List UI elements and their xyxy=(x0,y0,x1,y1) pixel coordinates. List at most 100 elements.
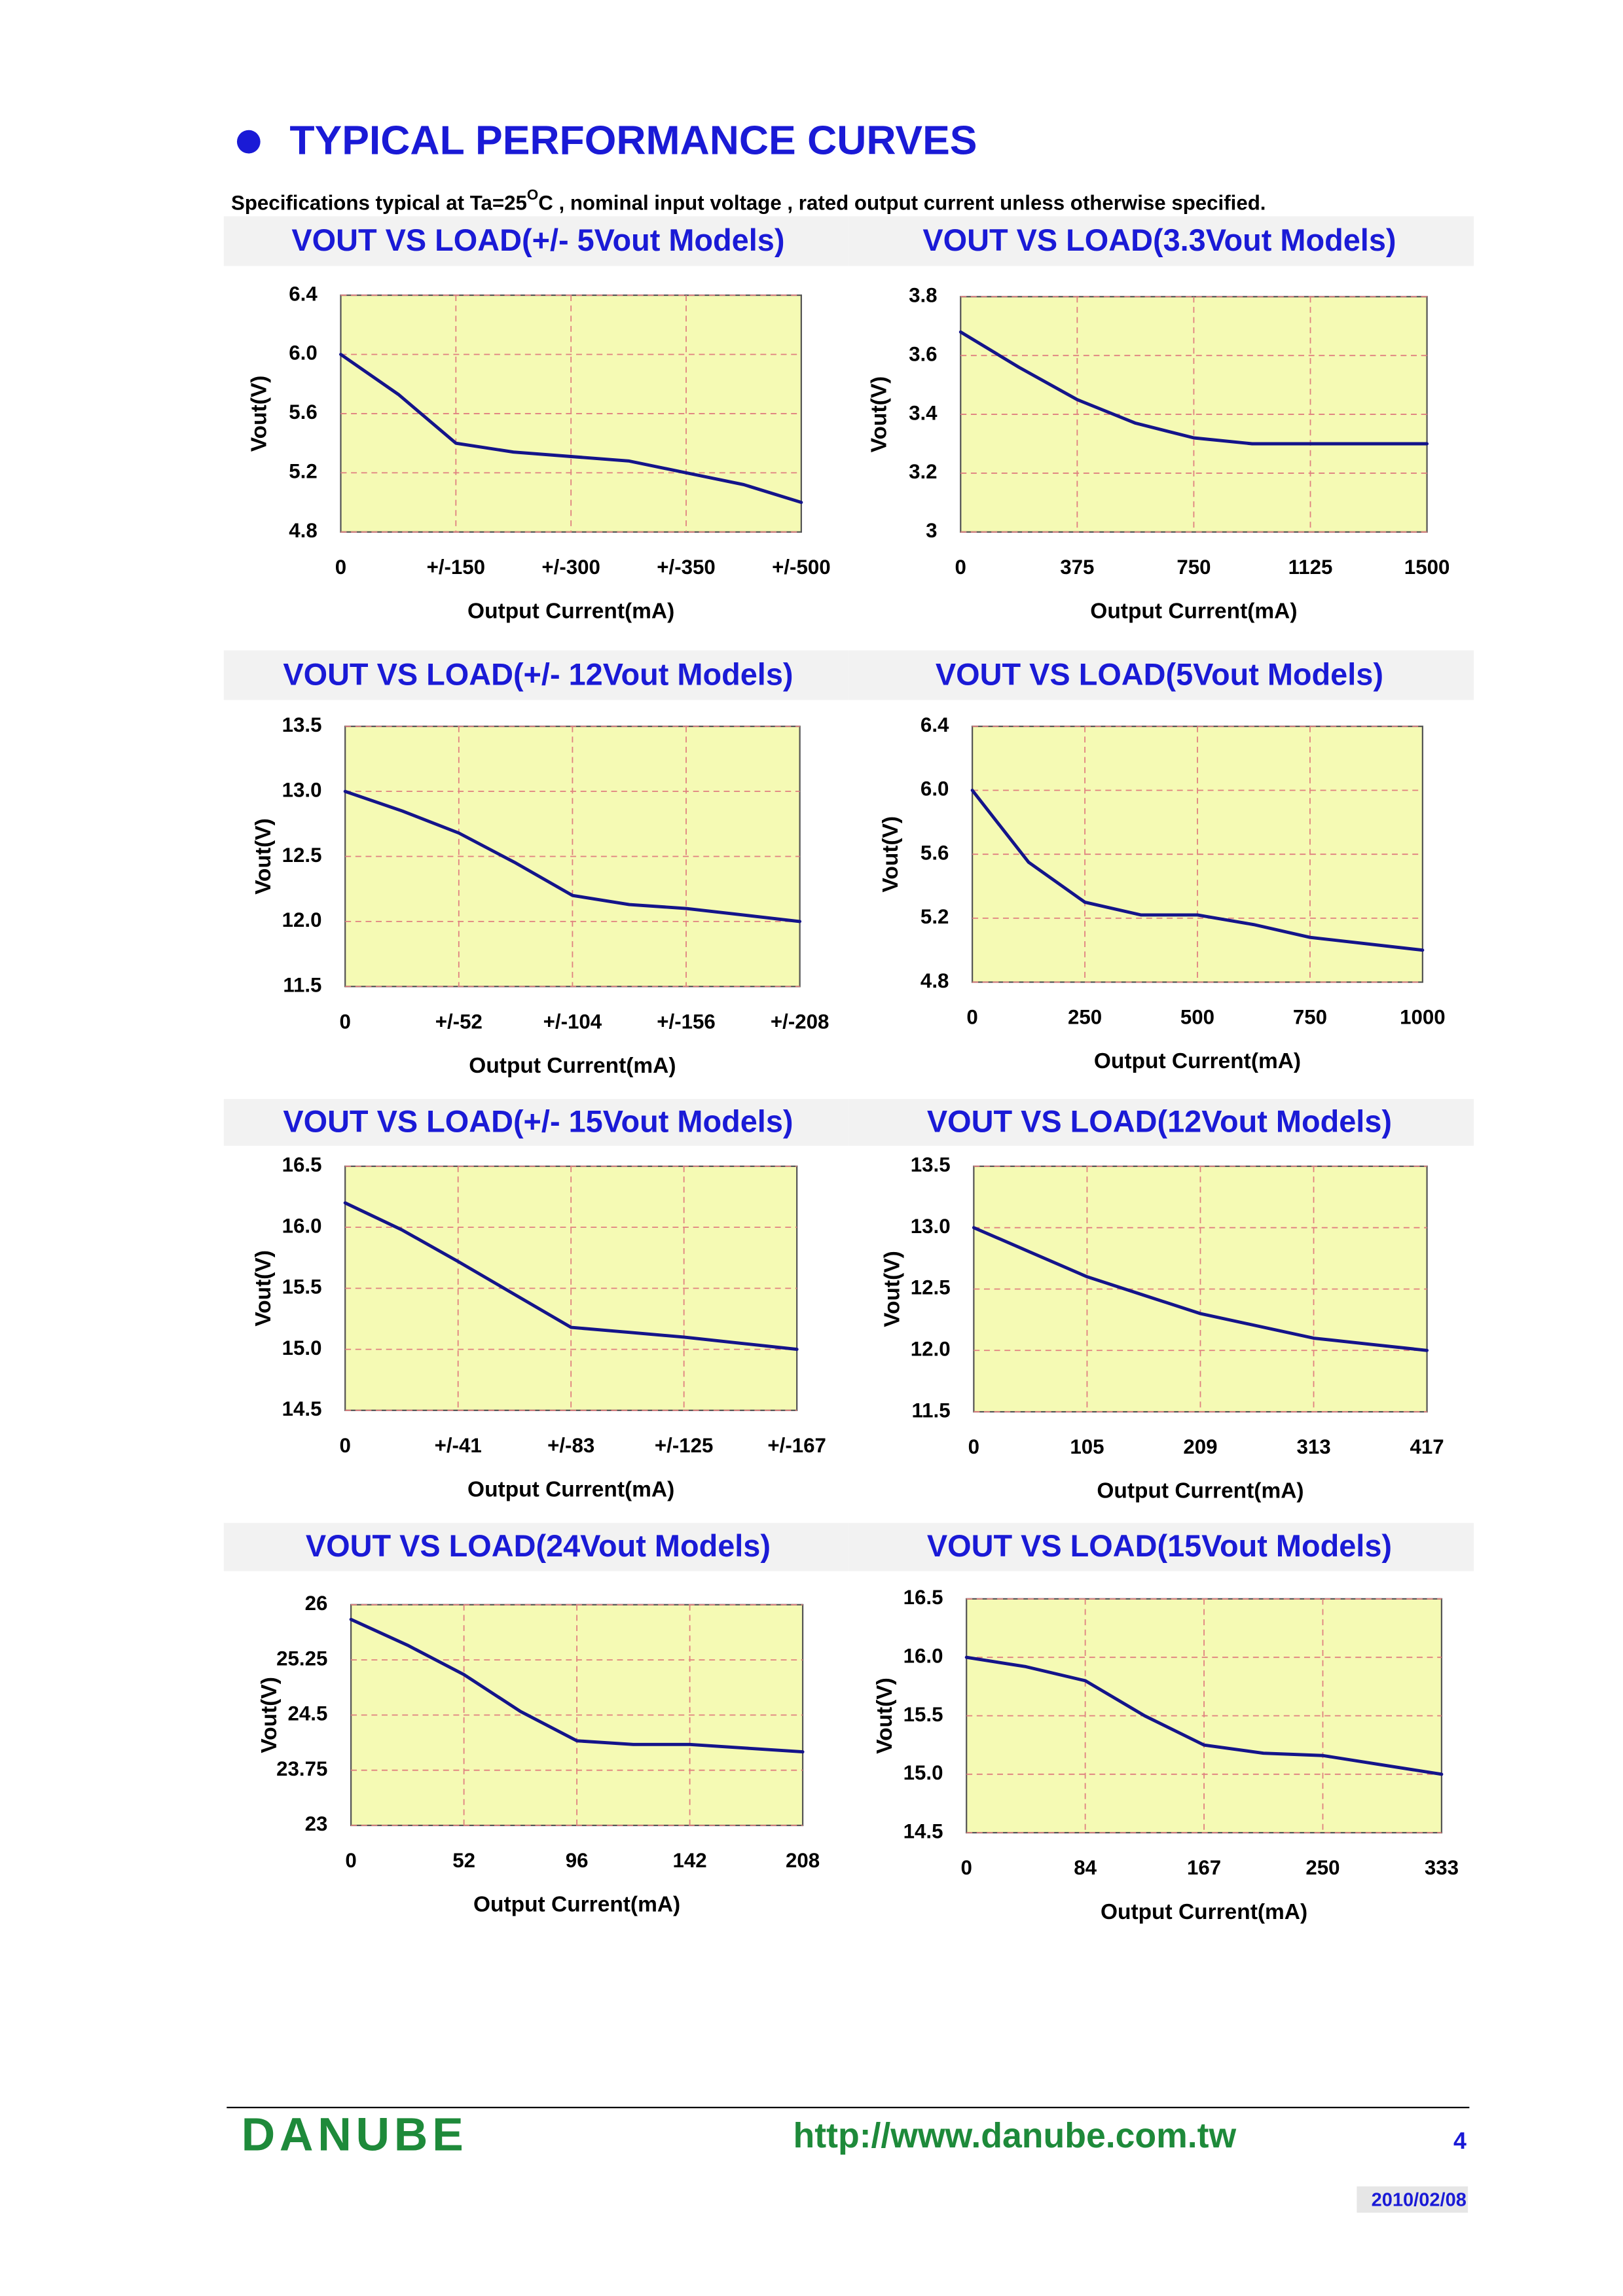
x-axis-label: Output Current(mA) xyxy=(473,1893,680,1917)
x-tick-label: 209 xyxy=(1183,1435,1217,1458)
x-tick-label: 333 xyxy=(1425,1856,1459,1879)
brand: DANUBE xyxy=(242,2109,468,2161)
y-tick-label: 11.5 xyxy=(912,1399,951,1422)
x-axis-label: Output Current(mA) xyxy=(467,599,674,623)
x-tick-label: 52 xyxy=(452,1849,475,1872)
y-tick-label: 5.2 xyxy=(289,460,317,483)
x-tick-label: +/-83 xyxy=(547,1434,594,1457)
x-tick-label: 500 xyxy=(1180,1006,1214,1029)
chart-title: VOUT VS LOAD(15Vout Models) xyxy=(927,1529,1392,1563)
x-tick-label: +/-156 xyxy=(657,1010,715,1033)
y-tick-label: 5.6 xyxy=(289,401,317,423)
page-title: TYPICAL PERFORMANCE CURVES xyxy=(289,117,977,163)
subtitle-superscript: O xyxy=(527,187,538,203)
x-tick-label: 105 xyxy=(1070,1435,1104,1458)
x-axis-label: Output Current(mA) xyxy=(469,1054,676,1078)
x-tick-label: +/-41 xyxy=(435,1434,482,1457)
title-band xyxy=(848,1099,1474,1146)
x-tick-label: 250 xyxy=(1305,1856,1340,1879)
chart-title: VOUT VS LOAD(12Vout Models) xyxy=(927,1105,1392,1139)
subtitle: Specifications typical at Ta=25OC , nomi… xyxy=(231,187,1266,215)
y-tick-label: 12.5 xyxy=(282,844,322,867)
x-tick-label: 0 xyxy=(955,556,966,579)
x-tick-label: 417 xyxy=(1410,1435,1444,1458)
y-tick-label: 13.5 xyxy=(282,713,322,736)
x-tick-label: +/-300 xyxy=(541,556,600,579)
x-tick-label: 313 xyxy=(1296,1435,1330,1458)
y-axis-label: Vout(V) xyxy=(257,1677,282,1753)
y-tick-label: 13.5 xyxy=(911,1153,951,1176)
x-tick-label: 84 xyxy=(1074,1856,1097,1879)
title-band xyxy=(223,216,848,266)
x-tick-label: 750 xyxy=(1293,1006,1327,1029)
data-line xyxy=(964,1655,1444,1776)
x-tick-label: 1500 xyxy=(1404,556,1450,579)
data-line xyxy=(343,789,802,924)
x-tick-label: +/-125 xyxy=(655,1434,713,1457)
x-tick-label: 1125 xyxy=(1288,556,1333,579)
x-tick-label: 0 xyxy=(345,1849,356,1872)
x-axis-label: Output Current(mA) xyxy=(1094,1049,1301,1073)
y-tick-label: 15.0 xyxy=(903,1761,943,1784)
x-axis-label: Output Current(mA) xyxy=(1097,1479,1304,1503)
y-tick-label: 16.0 xyxy=(282,1214,322,1237)
y-tick-label: 6.0 xyxy=(289,342,317,365)
x-tick-label: +/-104 xyxy=(543,1010,602,1033)
x-tick-label: 142 xyxy=(673,1849,707,1872)
y-tick-label: 12.5 xyxy=(911,1276,951,1299)
y-tick-label: 12.0 xyxy=(911,1338,951,1361)
y-tick-label: 13.0 xyxy=(282,778,322,801)
x-tick-label: +/-52 xyxy=(435,1010,483,1033)
y-axis-label: Vout(V) xyxy=(247,376,272,452)
chart-title: VOUT VS LOAD(+/- 5Vout Models) xyxy=(291,223,784,257)
x-tick-label: 375 xyxy=(1060,556,1094,579)
x-tick-label: 0 xyxy=(339,1434,350,1457)
title-band xyxy=(848,650,1474,700)
title-band xyxy=(848,216,1474,266)
x-tick-label: +/-150 xyxy=(427,556,485,579)
bullet xyxy=(236,130,261,154)
data-line xyxy=(970,789,1425,952)
y-tick-label: 3 xyxy=(926,519,937,542)
data-line xyxy=(343,1201,799,1352)
page-number: 4 xyxy=(1453,2128,1467,2154)
url[interactable]: http://www.danube.com.tw xyxy=(793,2116,1237,2155)
x-tick-label: +/-208 xyxy=(771,1010,829,1033)
y-tick-label: 5.6 xyxy=(921,841,949,864)
y-tick-label: 6.0 xyxy=(921,778,949,800)
chart-title: VOUT VS LOAD(+/- 15Vout Models) xyxy=(283,1105,793,1139)
y-tick-label: 3.2 xyxy=(909,460,937,483)
subtitle-text: C , nominal input voltage , rated output… xyxy=(538,192,1266,215)
y-tick-label: 15.5 xyxy=(282,1276,322,1299)
subtitle-text: Specifications typical at Ta=25 xyxy=(231,192,527,215)
x-tick-label: 1000 xyxy=(1400,1006,1446,1029)
y-axis-label: Vout(V) xyxy=(251,1250,276,1327)
y-tick-label: 14.5 xyxy=(903,1820,943,1842)
x-axis-label: Output Current(mA) xyxy=(1101,1900,1307,1924)
y-tick-label: 15.0 xyxy=(282,1336,322,1359)
y-axis-label: Vout(V) xyxy=(879,816,903,893)
x-tick-label: 0 xyxy=(335,556,346,579)
x-tick-label: +/-500 xyxy=(772,556,830,579)
chart-title: VOUT VS LOAD(5Vout Models) xyxy=(936,657,1383,691)
x-axis-label: Output Current(mA) xyxy=(1090,599,1297,623)
title-band xyxy=(223,1522,848,1571)
chart-title: VOUT VS LOAD(3.3Vout Models) xyxy=(922,223,1396,257)
y-axis-label: Vout(V) xyxy=(880,1251,904,1327)
x-tick-label: 167 xyxy=(1187,1856,1221,1879)
chart-title: VOUT VS LOAD(+/- 12Vout Models) xyxy=(283,657,793,691)
y-tick-label: 24.5 xyxy=(288,1702,328,1725)
x-tick-label: 0 xyxy=(339,1010,350,1033)
y-tick-label: 12.0 xyxy=(282,908,322,931)
y-tick-label: 11.5 xyxy=(283,974,321,997)
x-tick-label: 0 xyxy=(968,1435,979,1458)
chart-title: VOUT VS LOAD(24Vout Models) xyxy=(306,1529,771,1563)
date-background xyxy=(1357,2186,1468,2213)
y-tick-label: 15.5 xyxy=(903,1703,943,1726)
date: 2010/02/08 xyxy=(1372,2190,1467,2211)
y-tick-label: 25.25 xyxy=(276,1647,327,1670)
title-band xyxy=(848,1522,1474,1571)
y-tick-label: 26 xyxy=(305,1592,328,1615)
